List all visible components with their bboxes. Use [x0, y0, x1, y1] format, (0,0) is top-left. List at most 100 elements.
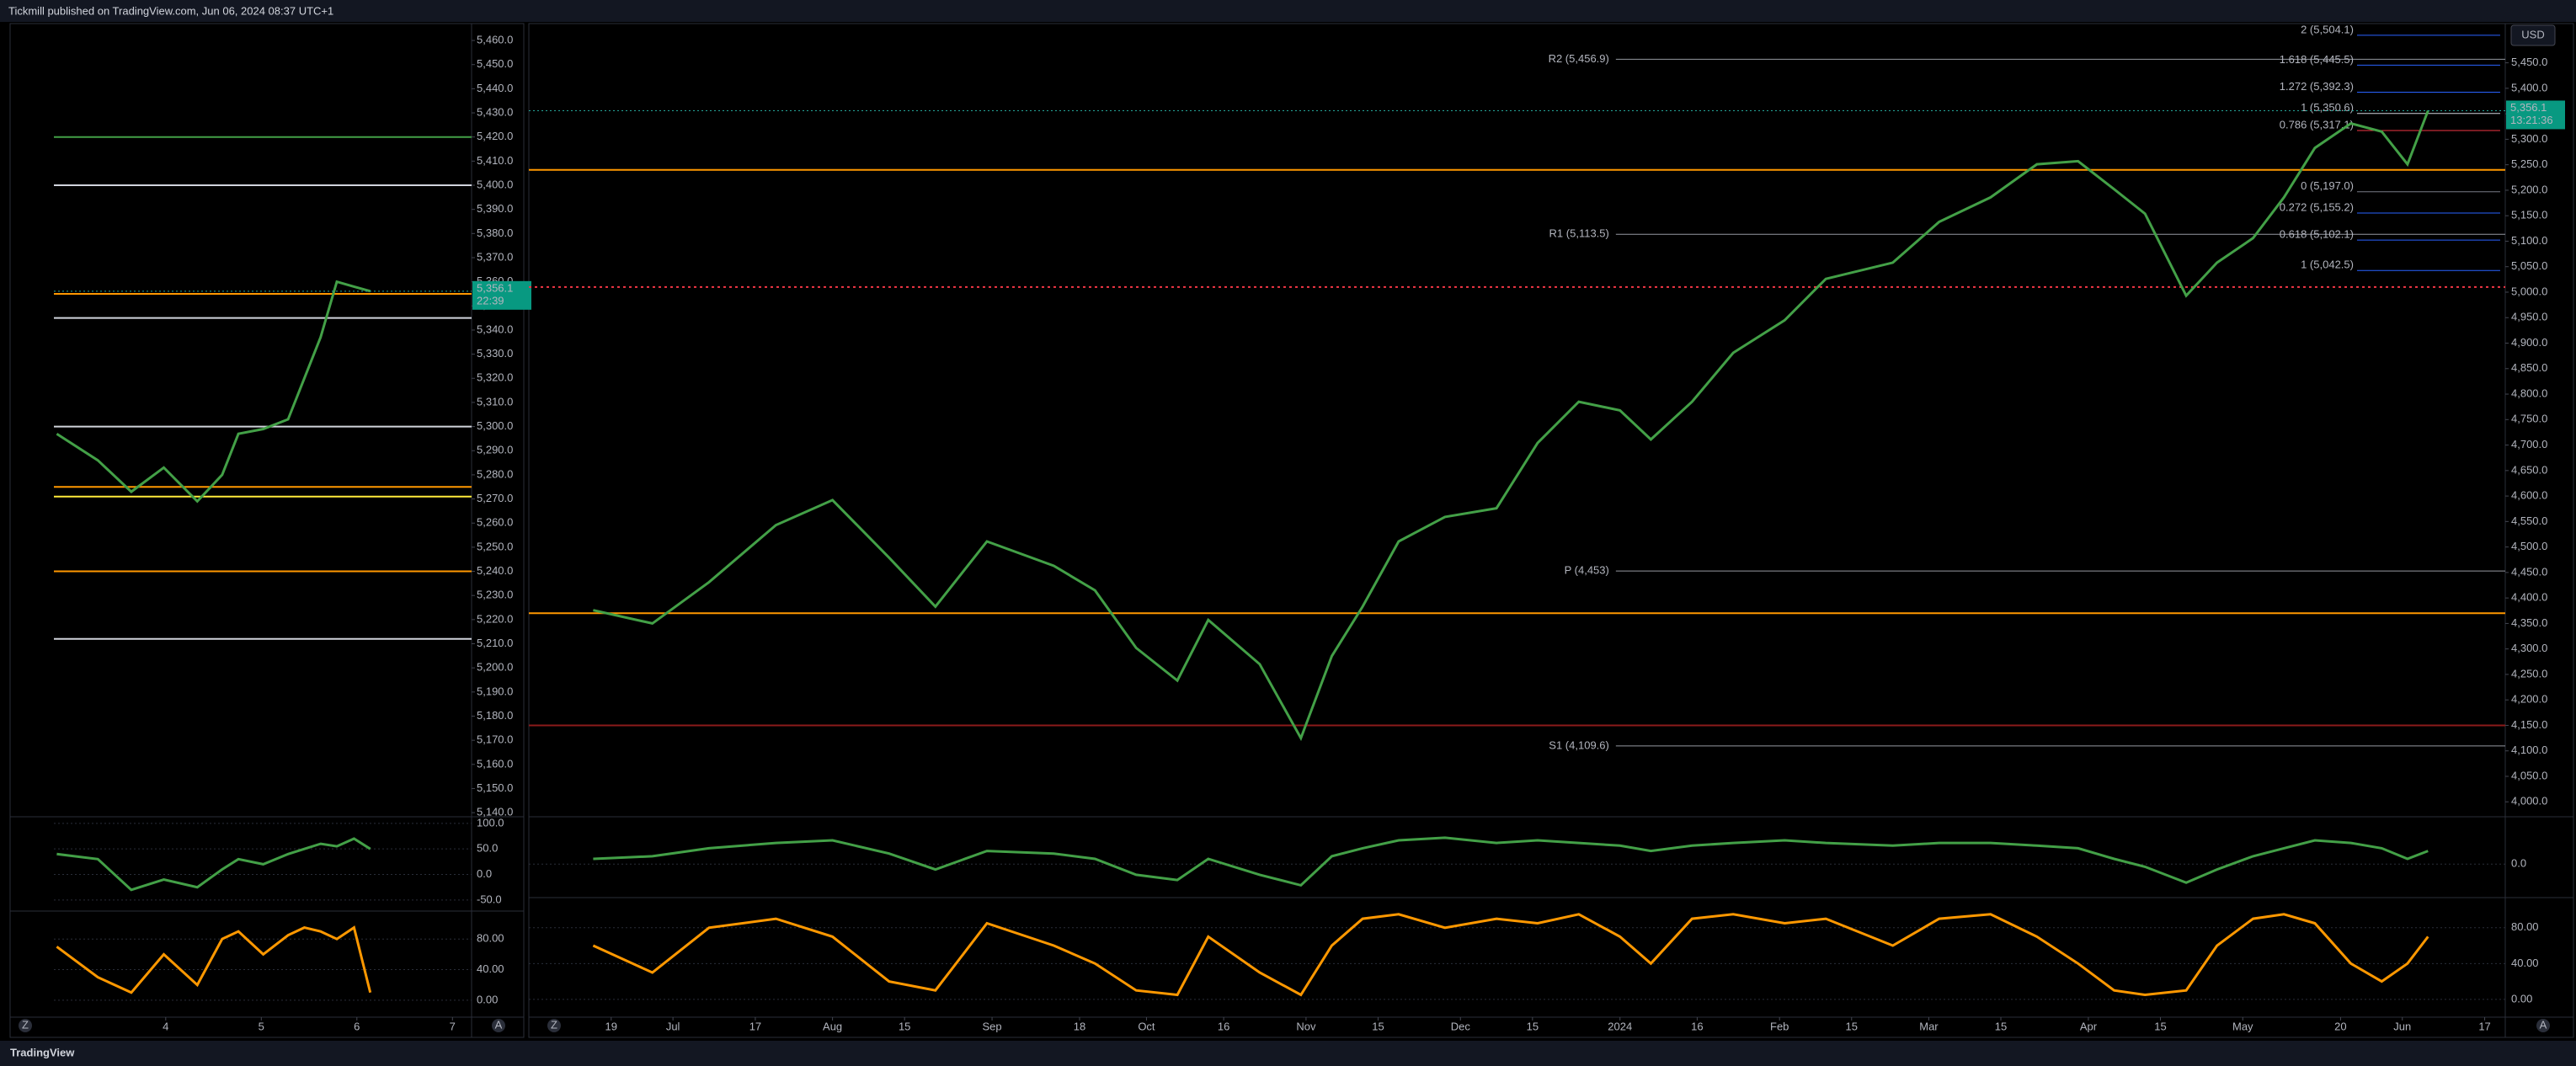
- series-line: [56, 837, 371, 892]
- y-tick-label: 5,390.0: [477, 202, 513, 215]
- indicator-tick-label: 0.00: [2511, 992, 2532, 1005]
- y-tick-label: 5,250.0: [2511, 157, 2547, 170]
- y-tick-label: 5,310.0: [477, 395, 513, 408]
- x-tick-label: Sep: [983, 1020, 1002, 1032]
- y-tick-label: 5,450.0: [2511, 56, 2547, 68]
- y-tick-label: 4,750.0: [2511, 413, 2547, 425]
- x-tick-label: Apr: [2080, 1020, 2098, 1032]
- auto-label[interactable]: A: [2540, 1018, 2547, 1031]
- y-tick-label: 5,400.0: [2511, 81, 2547, 93]
- y-tick-label: 5,050.0: [2511, 259, 2547, 272]
- x-tick-label: 4: [163, 1020, 168, 1032]
- x-tick-label: Jul: [666, 1020, 680, 1032]
- y-tick-label: 5,270.0: [477, 492, 513, 504]
- y-tick-label: 5,400.0: [477, 178, 513, 190]
- series-line: [56, 925, 372, 994]
- y-tick-label: 4,850.0: [2511, 361, 2547, 374]
- indicator-tick-label: 0.00: [477, 993, 498, 1005]
- y-tick-label: 4,350.0: [2511, 616, 2547, 629]
- zoom-label[interactable]: Z: [551, 1018, 557, 1031]
- fib-label: 1.618 (5,445.5): [2280, 53, 2354, 66]
- y-tick-label: 5,250.0: [477, 540, 513, 552]
- currency-label[interactable]: USD: [2521, 28, 2544, 40]
- y-tick-label: 4,150.0: [2511, 718, 2547, 731]
- y-tick-label: 5,200.0: [477, 661, 513, 674]
- y-tick-label: 5,210.0: [477, 637, 513, 649]
- y-tick-label: 4,400.0: [2511, 591, 2547, 604]
- x-tick-label: 15: [1372, 1020, 1384, 1032]
- auto-button[interactable]: [492, 1019, 505, 1032]
- x-tick-label: 15: [899, 1020, 910, 1032]
- indicator-tick-label: 0.0: [477, 867, 492, 880]
- x-tick-label: 16: [1218, 1020, 1229, 1032]
- currency-button[interactable]: [2510, 24, 2556, 46]
- y-tick-label: 5,230.0: [477, 589, 513, 601]
- y-tick-label: 5,260.0: [477, 516, 513, 529]
- x-tick-label: 18: [1074, 1020, 1085, 1032]
- y-tick-label: 5,330.0: [477, 347, 513, 360]
- series-line: [593, 109, 2429, 742]
- y-tick-label: 5,440.0: [477, 82, 513, 94]
- y-tick-label: 5,220.0: [477, 612, 513, 625]
- x-tick-label: 7: [450, 1020, 456, 1032]
- y-tick-label: 5,300.0: [477, 419, 513, 432]
- last-price-tag: [472, 280, 531, 310]
- x-tick-label: May: [2232, 1020, 2253, 1032]
- auto-label[interactable]: A: [495, 1018, 503, 1031]
- y-tick-label: 5,340.0: [477, 322, 513, 335]
- y-tick-label: 4,100.0: [2511, 744, 2547, 756]
- indicator-tick-label: 0.0: [2511, 857, 2526, 870]
- x-tick-label: 15: [1527, 1020, 1539, 1032]
- x-tick-label: Jun: [2393, 1020, 2411, 1032]
- y-tick-label: 5,150.0: [2511, 209, 2547, 221]
- fib-label: 0.786 (5,317.1): [2280, 118, 2354, 131]
- indicator-tick-label: -50.0: [477, 893, 502, 905]
- y-tick-label: 4,200.0: [2511, 693, 2547, 706]
- y-tick-label: 5,450.0: [477, 57, 513, 70]
- last-price-tag: [2506, 100, 2565, 130]
- x-tick-label: 17: [749, 1020, 761, 1032]
- indicator-tick-label: 40.00: [2511, 957, 2539, 969]
- x-tick-label: 16: [1691, 1020, 1703, 1032]
- fib-label: 1.272 (5,392.3): [2280, 80, 2354, 93]
- series-line: [56, 280, 371, 504]
- y-tick-label: 5,430.0: [477, 105, 513, 118]
- x-tick-label: 19: [605, 1020, 617, 1032]
- y-tick-label: 5,160.0: [477, 757, 513, 770]
- y-tick-label: 4,550.0: [2511, 514, 2547, 527]
- zoom-button[interactable]: [19, 1019, 32, 1032]
- series-line: [592, 913, 2429, 997]
- y-tick-label: 4,050.0: [2511, 769, 2547, 781]
- pivot-label: P (4,453): [1565, 564, 1609, 577]
- left-panel: [9, 23, 525, 1038]
- x-tick-label: 15: [1846, 1020, 1858, 1032]
- zoom-label[interactable]: Z: [22, 1018, 29, 1031]
- y-tick-label: 5,300.0: [2511, 132, 2547, 145]
- y-tick-label: 4,300.0: [2511, 642, 2547, 654]
- x-tick-label: 20: [2334, 1020, 2346, 1032]
- indicator-tick-label: 80.00: [477, 932, 504, 945]
- indicator-tick-label: 80.00: [2511, 920, 2539, 933]
- y-tick-label: 5,370.0: [477, 250, 513, 263]
- y-tick-label: 4,000.0: [2511, 795, 2547, 807]
- y-tick-label: 5,320.0: [477, 371, 513, 384]
- indicator-tick-label: 40.00: [477, 962, 504, 975]
- footer-bar: [0, 1041, 2576, 1066]
- y-tick-label: 5,410.0: [477, 154, 513, 167]
- y-tick-label: 5,100.0: [2511, 234, 2547, 247]
- countdown-label: 22:39: [477, 294, 504, 306]
- fib-label: 0.272 (5,155.2): [2280, 200, 2354, 213]
- x-tick-label: 17: [2478, 1020, 2490, 1032]
- y-tick-label: 5,150.0: [477, 781, 513, 794]
- y-tick-label: 4,700.0: [2511, 438, 2547, 450]
- x-tick-label: Oct: [1138, 1020, 1155, 1032]
- auto-button[interactable]: [2536, 1019, 2550, 1032]
- x-tick-label: Dec: [1451, 1020, 1471, 1032]
- last-price-label: 5,356.1: [2510, 101, 2547, 114]
- zoom-button[interactable]: [547, 1019, 561, 1032]
- y-tick-label: 4,450.0: [2511, 565, 2547, 578]
- y-tick-label: 5,420.0: [477, 130, 513, 142]
- y-tick-label: 4,250.0: [2511, 667, 2547, 680]
- y-tick-label: 4,600.0: [2511, 489, 2547, 502]
